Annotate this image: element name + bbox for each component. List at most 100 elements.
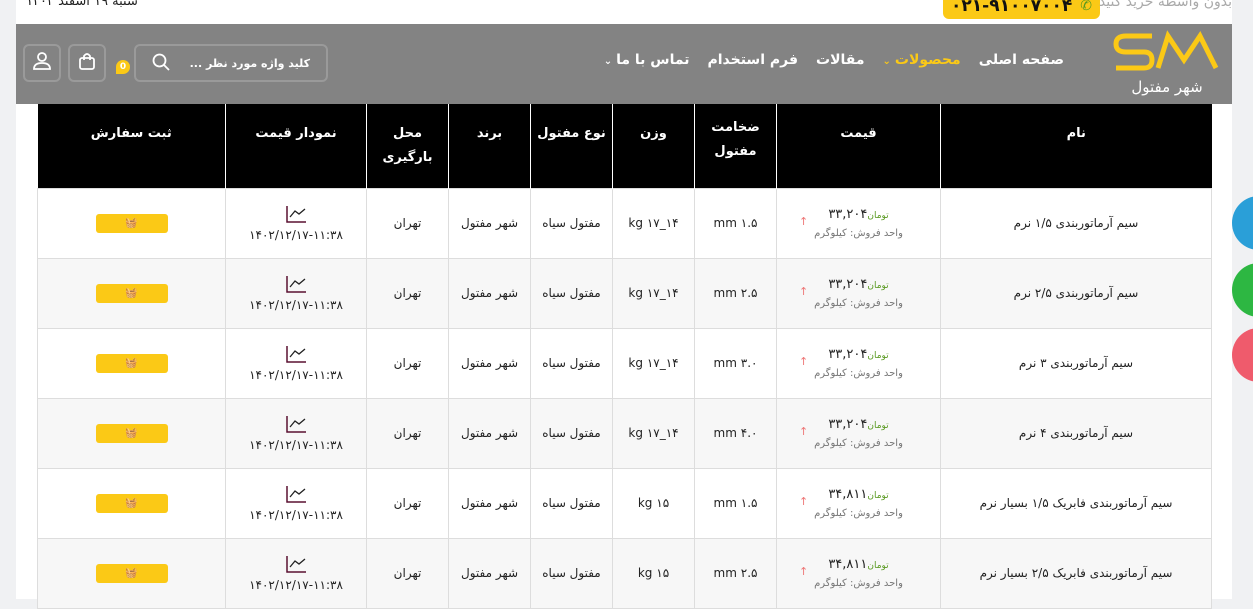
header-name: نام xyxy=(940,104,1212,188)
order-button[interactable]: 🧺 xyxy=(95,213,168,233)
price-cell: تومان۳۳,۲۰۴ واحد فروش: کیلوگرم ↑ xyxy=(776,327,941,399)
price-chart-cell: ۱۴۰۲/۱۲/۱۷-۱۱:۳۸ xyxy=(225,537,367,609)
thickness: ۱.۵ mm xyxy=(694,467,777,539)
order-button[interactable]: 🧺 xyxy=(95,283,168,303)
thickness: ۱.۵ mm xyxy=(694,187,777,259)
arrow-up-icon: ↑ xyxy=(799,494,809,508)
basket-icon: 🧺 xyxy=(125,217,138,229)
location: تهران xyxy=(366,537,449,609)
basket-icon: 🧺 xyxy=(125,567,138,579)
price-value: ۳۳,۲۰۴ xyxy=(828,347,868,362)
favorite-button[interactable] xyxy=(1232,328,1253,382)
header-thickness: ضخامت مفتول xyxy=(694,104,777,188)
main-nav: صفحه اصلی محصولات⌄ مقالات فرم استخدام تم… xyxy=(604,52,1064,68)
nav-products[interactable]: محصولات⌄ xyxy=(883,52,961,68)
nav-home[interactable]: صفحه اصلی xyxy=(978,52,1064,68)
weight: ۱۴_۱۷ kg xyxy=(612,187,695,259)
wire-type: مفتول سیاه xyxy=(530,467,613,539)
order-button[interactable]: 🧺 xyxy=(95,563,168,583)
phone-icon: ✆ xyxy=(1080,0,1092,14)
chart-line-icon[interactable] xyxy=(285,275,307,296)
header-brand: برند xyxy=(448,104,531,188)
product-name[interactable]: سیم آرماتوربندی ۲/۵ نرم xyxy=(940,257,1212,329)
price-chart-cell: ۱۴۰۲/۱۲/۱۷-۱۱:۳۸ xyxy=(225,327,367,399)
cart-button[interactable] xyxy=(68,44,106,82)
brand: شهر مفتول xyxy=(448,467,531,539)
location: تهران xyxy=(366,467,449,539)
shopping-bag-icon xyxy=(77,51,97,75)
brand: شهر مفتول xyxy=(448,537,531,609)
telegram-button[interactable] xyxy=(1232,196,1253,250)
order-cell: 🧺 xyxy=(37,467,226,539)
thickness: ۲.۵ mm xyxy=(694,537,777,609)
price-cell: تومان۳۴,۸۱۱ واحد فروش: کیلوگرم ↑ xyxy=(776,537,941,609)
thickness: ۳.۰ mm xyxy=(694,327,777,399)
chart-line-icon[interactable] xyxy=(285,485,307,506)
search-placeholder: کلید واژه مورد نظر ... xyxy=(189,56,310,70)
sale-unit: واحد فروش: کیلوگرم xyxy=(814,298,903,309)
header-order: ثبت سفارش xyxy=(37,104,226,188)
thickness: ۲.۵ mm xyxy=(694,257,777,329)
order-button[interactable]: 🧺 xyxy=(95,423,168,443)
table-header: نام قیمت ضخامت مفتول وزن نوع مفتول برند … xyxy=(37,104,1212,188)
arrow-up-icon: ↑ xyxy=(799,564,809,578)
order-cell: 🧺 xyxy=(37,537,226,609)
price-table: نام قیمت ضخامت مفتول وزن نوع مفتول برند … xyxy=(37,104,1212,609)
price-cell: تومان۳۴,۸۱۱ واحد فروش: کیلوگرم ↑ xyxy=(776,467,941,539)
nav-articles[interactable]: مقالات xyxy=(816,52,865,68)
weight: ۱۴_۱۷ kg xyxy=(612,257,695,329)
thickness: ۴.۰ mm xyxy=(694,397,777,469)
site-logo[interactable]: شهر مفتول xyxy=(1112,30,1222,98)
product-name[interactable]: سیم آرماتوربندی فابریک ۱/۵ بسیار نرم xyxy=(940,467,1212,539)
chart-line-icon[interactable] xyxy=(285,415,307,436)
chart-line-icon[interactable] xyxy=(285,555,307,576)
current-date: شنبه ۱۹ اسفند ۱۴۰۲ xyxy=(26,0,138,9)
search-icon[interactable] xyxy=(152,53,170,74)
currency: تومان xyxy=(867,281,889,291)
user-icon xyxy=(32,51,52,75)
product-name[interactable]: سیم آرماتوربندی ۴ نرم xyxy=(940,397,1212,469)
basket-icon: 🧺 xyxy=(125,357,138,369)
chart-line-icon[interactable] xyxy=(285,205,307,226)
sale-unit: واحد فروش: کیلوگرم xyxy=(814,508,903,519)
arrow-up-icon: ↑ xyxy=(799,354,809,368)
last-updated: ۱۴۰۲/۱۲/۱۷-۱۱:۳۸ xyxy=(249,577,343,592)
tagline: بدون واسطه خرید کنید xyxy=(1098,0,1232,10)
product-name[interactable]: سیم آرماتوربندی فابریک ۲/۵ بسیار نرم xyxy=(940,537,1212,609)
last-updated: ۱۴۰۲/۱۲/۱۷-۱۱:۳۸ xyxy=(249,437,343,452)
order-cell: 🧺 xyxy=(37,397,226,469)
sale-unit: واحد فروش: کیلوگرم xyxy=(814,578,903,589)
product-name[interactable]: سیم آرماتوربندی ۱/۵ نرم xyxy=(940,187,1212,259)
last-updated: ۱۴۰۲/۱۲/۱۷-۱۱:۳۸ xyxy=(249,227,343,242)
nav-contact[interactable]: تماس با ما⌄ xyxy=(604,52,690,68)
order-cell: 🧺 xyxy=(37,257,226,329)
order-cell: 🧺 xyxy=(37,327,226,399)
price-chart-cell: ۱۴۰۲/۱۲/۱۷-۱۱:۳۸ xyxy=(225,187,367,259)
search-input[interactable]: کلید واژه مورد نظر ... xyxy=(134,44,328,82)
order-button[interactable]: 🧺 xyxy=(95,493,168,513)
chart-line-icon[interactable] xyxy=(285,345,307,366)
arrow-up-icon: ↑ xyxy=(799,284,809,298)
sale-unit: واحد فروش: کیلوگرم xyxy=(814,438,903,449)
wire-type: مفتول سیاه xyxy=(530,257,613,329)
product-name[interactable]: سیم آرماتوربندی ۳ نرم xyxy=(940,327,1212,399)
last-updated: ۱۴۰۲/۱۲/۱۷-۱۱:۳۸ xyxy=(249,507,343,522)
nav-contact-label: تماس با ما xyxy=(616,52,690,68)
phone-button[interactable]: ۰۲۱-۹۱۰۰۷۰۰۴ ✆ xyxy=(943,0,1100,19)
currency: تومان xyxy=(867,351,889,361)
table-row: سیم آرماتوربندی فابریک ۱/۵ بسیار نرم توم… xyxy=(37,467,1212,539)
account-button[interactable] xyxy=(23,44,61,82)
location: تهران xyxy=(366,257,449,329)
wire-type: مفتول سیاه xyxy=(530,187,613,259)
header-weight: وزن xyxy=(612,104,695,188)
wire-type: مفتول سیاه xyxy=(530,327,613,399)
whatsapp-button[interactable] xyxy=(1232,263,1253,317)
location: تهران xyxy=(366,327,449,399)
sale-unit: واحد فروش: کیلوگرم xyxy=(814,228,903,239)
order-button[interactable]: 🧺 xyxy=(95,353,168,373)
nav-jobs[interactable]: فرم استخدام xyxy=(707,52,799,68)
currency: تومان xyxy=(867,211,889,221)
price-chart-cell: ۱۴۰۲/۱۲/۱۷-۱۱:۳۸ xyxy=(225,397,367,469)
price-chart-cell: ۱۴۰۲/۱۲/۱۷-۱۱:۳۸ xyxy=(225,257,367,329)
last-updated: ۱۴۰۲/۱۲/۱۷-۱۱:۳۸ xyxy=(249,297,343,312)
